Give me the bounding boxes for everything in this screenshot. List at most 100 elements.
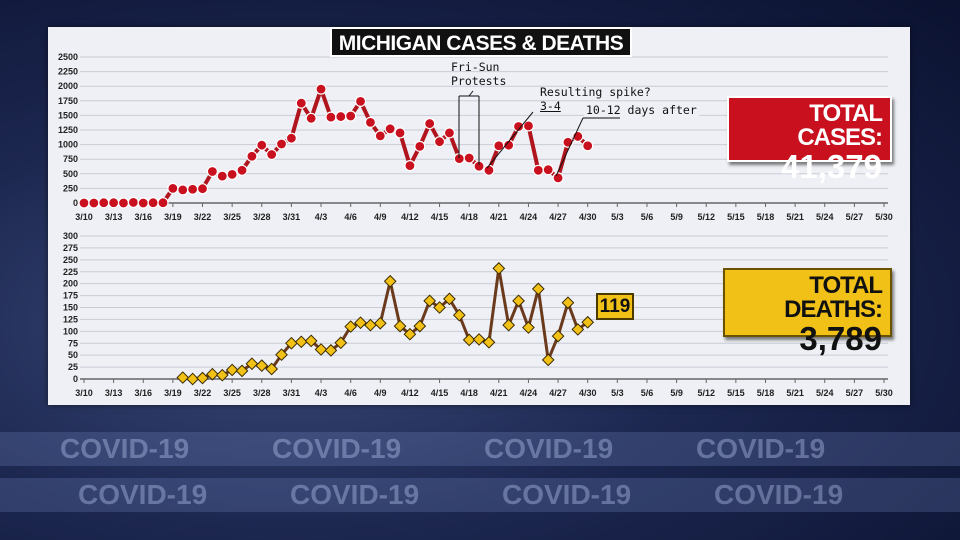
cases-point	[206, 165, 218, 178]
cases-point	[108, 197, 120, 209]
y-tick-label: 25	[68, 362, 78, 372]
deaths-point	[373, 316, 387, 330]
x-tick-label: 5/12	[697, 388, 715, 398]
y-tick-label: 250	[63, 183, 78, 193]
cases-point	[463, 152, 475, 164]
after-annotation: 10-12 days after	[584, 103, 699, 117]
y-tick-label: 0	[73, 374, 78, 384]
deaths-point	[443, 292, 456, 306]
y-tick-label: 175	[63, 291, 78, 301]
cases-point	[384, 123, 396, 135]
deaths-point	[344, 320, 358, 333]
cases-point	[78, 197, 90, 209]
x-tick-label: 3/16	[134, 212, 152, 222]
cases-point	[315, 83, 327, 95]
x-tick-label: 4/27	[549, 212, 567, 222]
deaths-point	[512, 294, 525, 308]
deaths-point	[206, 367, 219, 381]
strip-text: COVID-19	[60, 433, 190, 464]
x-tick-label: 5/3	[611, 388, 624, 398]
cases-point	[443, 127, 456, 139]
cases-point	[374, 130, 386, 142]
graphic-title: MICHIGAN CASES & DEATHS	[330, 27, 632, 57]
y-tick-label: 50	[68, 350, 78, 360]
x-tick-label: 4/6	[344, 388, 357, 398]
x-tick-label: 4/3	[315, 212, 328, 222]
x-tick-label: 4/6	[344, 212, 357, 222]
deaths-point	[433, 301, 446, 314]
x-tick-label: 4/15	[431, 212, 449, 222]
deaths-point	[522, 321, 535, 334]
protests-bracket-pointer	[468, 90, 474, 97]
covid-strip-top: COVID-19 COVID-19 COVID-19 COVID-19	[0, 432, 960, 466]
y-tick-label: 1500	[58, 110, 78, 120]
cases-point	[157, 197, 169, 209]
deaths-point	[176, 371, 190, 384]
cases-point	[522, 120, 535, 132]
cases-point	[266, 148, 278, 161]
spike-line1: Resulting spike?	[540, 85, 651, 99]
x-tick-label: 3/25	[223, 212, 241, 222]
x-tick-label: 5/6	[641, 212, 654, 222]
x-tick-label: 5/27	[846, 388, 864, 398]
total-deaths-box: TOTAL DEATHS: 3,789	[723, 268, 892, 355]
cases-point	[503, 139, 515, 151]
deaths-point	[275, 348, 288, 362]
y-tick-label: 500	[63, 169, 78, 179]
cases-point	[345, 110, 357, 122]
after-pointer-line	[555, 117, 584, 177]
x-tick-label: 4/21	[490, 388, 508, 398]
x-tick-label: 5/21	[786, 212, 804, 222]
deaths-point	[462, 333, 476, 347]
cases-point	[354, 95, 367, 107]
x-tick-label: 3/28	[253, 388, 271, 398]
cases-point	[483, 164, 495, 176]
deaths-point	[393, 319, 407, 333]
x-tick-label: 5/6	[641, 388, 654, 398]
strip-text: COVID-19	[290, 479, 420, 510]
deaths-point	[403, 327, 417, 341]
cases-point	[542, 164, 554, 176]
deaths-point	[531, 282, 545, 296]
y-tick-label: 75	[68, 338, 78, 348]
deaths-point	[314, 343, 328, 356]
cases-point	[196, 183, 209, 195]
cases-point	[414, 140, 426, 152]
cases-point	[137, 197, 149, 209]
x-tick-label: 5/3	[611, 212, 624, 222]
x-tick-label: 5/18	[757, 388, 775, 398]
x-tick-label: 3/19	[164, 388, 182, 398]
cases-point	[404, 160, 416, 172]
spike-pointer-line	[486, 111, 534, 169]
deaths-point	[304, 334, 318, 348]
deaths-point	[354, 316, 367, 330]
y-tick-label: 2000	[58, 81, 78, 91]
protests-line2: Protests	[451, 74, 507, 88]
deaths-point	[551, 329, 565, 343]
strip-text: COVID-19	[484, 433, 614, 464]
deaths-point	[413, 319, 427, 333]
cases-point	[246, 150, 258, 162]
covid-strip-bottom: COVID-19 COVID-19 COVID-19 COVID-19	[0, 478, 960, 512]
cases-point	[275, 138, 288, 150]
cases-point	[167, 182, 179, 194]
spike-annotation: Resulting spike? 3-4	[540, 85, 651, 113]
deaths-point	[472, 333, 486, 346]
strip-text: COVID-19	[502, 479, 632, 510]
x-tick-label: 5/12	[697, 212, 715, 222]
x-tick-label: 5/30	[875, 388, 893, 398]
cases-point	[88, 197, 100, 209]
x-tick-label: 5/27	[846, 212, 864, 222]
deaths-point	[492, 262, 506, 275]
x-tick-label: 4/12	[401, 388, 419, 398]
deaths-point	[186, 372, 200, 386]
protests-line1: Fri-Sun	[451, 60, 500, 74]
x-tick-label: 3/31	[283, 212, 301, 222]
y-tick-label: 275	[63, 243, 78, 253]
strip-text: COVID-19	[714, 479, 844, 510]
cases-point	[433, 136, 446, 148]
x-tick-label: 3/13	[105, 388, 123, 398]
strip-text: COVID-19	[272, 433, 402, 464]
deaths-point	[285, 336, 298, 350]
x-tick-label: 4/24	[520, 212, 538, 222]
